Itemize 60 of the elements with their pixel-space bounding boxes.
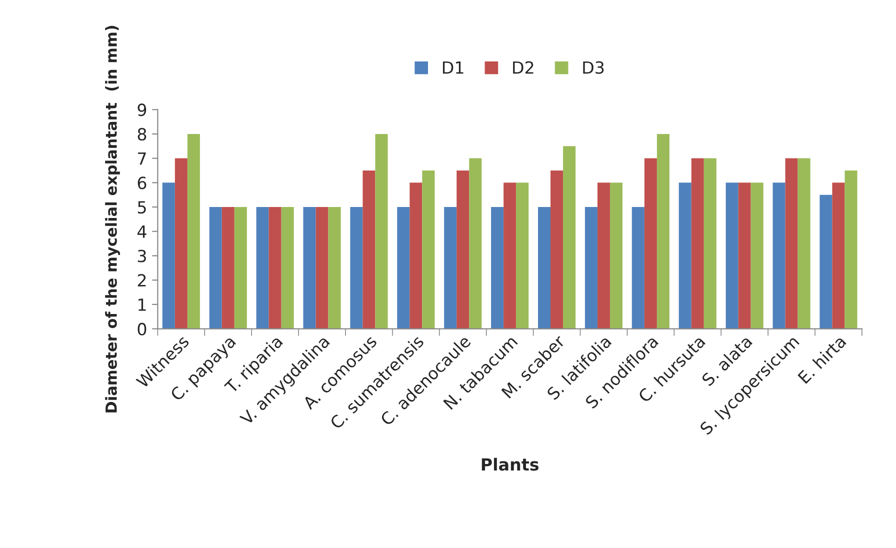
bar — [832, 182, 845, 329]
bar — [444, 207, 457, 329]
bar — [691, 158, 704, 329]
bar — [597, 182, 610, 329]
bar — [656, 134, 670, 329]
bar — [820, 194, 832, 329]
bar — [303, 207, 316, 329]
bar — [187, 134, 200, 329]
y-tick-label: 9 — [138, 104, 146, 116]
bar — [397, 207, 410, 329]
bar — [644, 158, 657, 329]
bar — [704, 158, 716, 329]
bar — [362, 170, 376, 329]
y-tick-label: 8 — [138, 128, 146, 141]
bar — [469, 158, 482, 329]
bar — [375, 134, 388, 329]
bar — [491, 207, 504, 329]
bar — [456, 170, 470, 329]
y-tick-label: 0 — [138, 322, 146, 336]
legend-label: D1 — [442, 61, 464, 74]
bar — [772, 182, 786, 329]
legend-label: D3 — [583, 61, 604, 74]
bar — [584, 207, 598, 329]
bar — [174, 158, 188, 329]
y-tick-label: 4 — [137, 226, 146, 238]
x-axis-title: Plants — [482, 458, 538, 471]
bar — [678, 182, 692, 329]
y-tick-label: 7 — [138, 152, 146, 165]
bar — [516, 182, 529, 329]
bar — [350, 207, 363, 329]
y-tick-label: 2 — [138, 274, 146, 286]
bar — [738, 182, 751, 329]
bar — [632, 207, 644, 329]
bar — [281, 207, 294, 329]
bar — [750, 182, 764, 329]
bar — [222, 207, 234, 329]
y-axis-title: Diameter of the mycelial explantant (in mm) — [105, 26, 120, 412]
legend-label: D2 — [513, 61, 534, 74]
y-tick-label: 1 — [138, 298, 146, 311]
bar — [410, 182, 422, 329]
bar — [256, 207, 269, 329]
bar — [726, 182, 738, 329]
y-tick-label: 5 — [138, 201, 146, 214]
y-tick-label: 3 — [138, 250, 146, 262]
bar — [844, 170, 858, 329]
bar — [563, 146, 576, 329]
bar — [316, 207, 328, 329]
bar — [328, 207, 341, 329]
bar — [610, 182, 623, 329]
bar — [550, 170, 564, 329]
bar — [504, 182, 516, 329]
y-tick-label: 6 — [138, 176, 146, 190]
bar — [422, 170, 435, 329]
bar — [209, 207, 222, 329]
bar — [162, 182, 175, 329]
bar — [785, 158, 798, 329]
bar — [538, 207, 551, 329]
bar — [798, 158, 810, 329]
bar — [234, 207, 247, 329]
bar — [268, 207, 282, 329]
